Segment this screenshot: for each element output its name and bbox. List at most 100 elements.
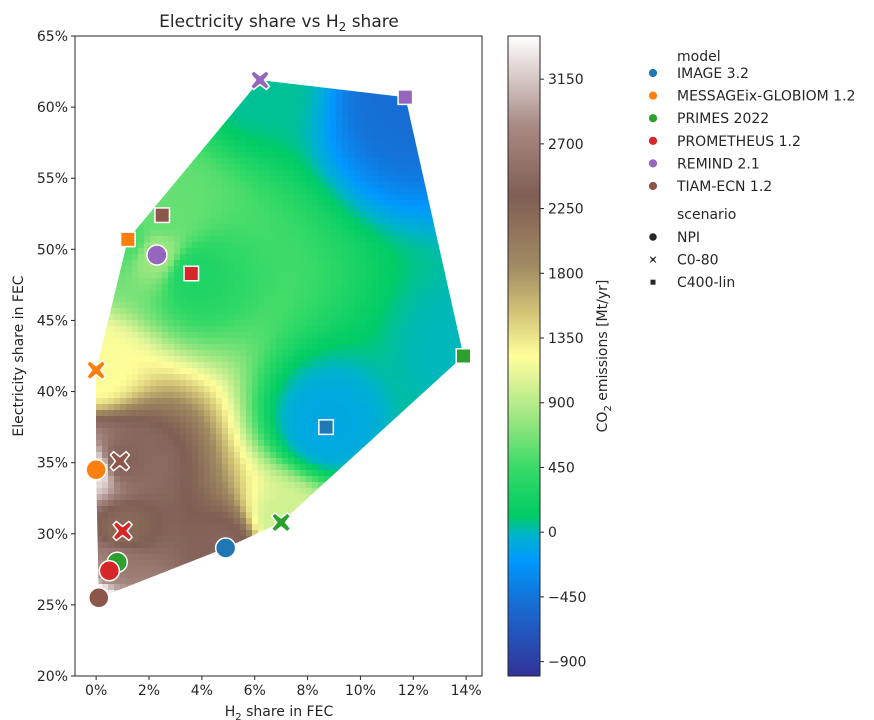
co2-surface-cell [432,176,439,183]
co2-surface-cell [246,386,253,393]
co2-surface-cell [432,122,439,129]
co2-surface-cell [222,374,229,381]
co2-surface-cell [342,338,349,345]
co2-surface-cell [414,362,421,369]
co2-surface-cell [132,362,139,369]
co2-surface-cell [258,386,265,393]
co2-surface-cell [402,518,409,525]
co2-surface-cell [378,104,385,111]
co2-surface-cell [324,392,331,399]
co2-surface-cell [360,86,367,93]
co2-surface-cell [396,446,403,453]
co2-surface-cell [138,98,145,105]
co2-surface-cell [408,434,415,441]
co2-surface-cell [288,266,295,273]
co2-surface-cell [228,224,235,231]
co2-surface-cell [450,458,457,465]
co2-surface-cell [396,536,403,543]
co2-surface-cell [366,332,373,339]
co2-surface-cell [312,212,319,219]
co2-surface-cell [420,176,427,183]
co2-surface-cell [96,410,103,417]
co2-surface-cell [318,242,325,249]
co2-surface-cell [366,404,373,411]
co2-surface-cell [402,164,409,171]
co2-surface-cell [288,134,295,141]
co2-surface-cell [330,236,337,243]
co2-surface-cell [444,236,451,243]
co2-surface-cell [240,242,247,249]
co2-surface-cell [216,302,223,309]
co2-surface-cell [456,224,463,231]
co2-surface-cell [150,284,157,291]
co2-surface-cell [462,302,464,309]
co2-surface-cell [228,446,235,453]
co2-surface-cell [120,506,127,513]
co2-surface-cell [156,362,163,369]
co2-surface-cell [156,140,163,147]
co2-surface-cell [198,404,205,411]
co2-surface-cell [378,530,385,537]
co2-surface-cell [390,80,397,81]
co2-surface-cell [186,512,193,519]
co2-surface-cell [216,272,223,279]
co2-surface-cell [324,536,331,543]
co2-surface-cell [258,242,265,249]
co2-surface-cell [162,458,169,465]
co2-surface-cell [222,440,229,447]
co2-surface-cell [408,242,415,249]
co2-surface-cell [468,164,475,171]
co2-surface-cell [438,230,445,237]
co2-surface-cell [462,452,464,459]
co2-surface-cell [120,434,127,441]
co2-surface-cell [444,434,451,441]
co2-surface-cell [306,92,313,99]
co2-surface-cell [450,536,457,543]
co2-surface-cell [132,98,139,105]
co2-surface-cell [198,296,205,303]
co2-surface-cell [378,272,385,279]
co2-surface-cell [348,338,355,345]
co2-surface-cell [186,302,193,309]
co2-surface-cell [192,158,199,165]
co2-surface-cell [432,452,439,459]
co2-surface-cell [288,500,295,507]
co2-surface-cell [318,164,325,171]
co2-surface-cell [324,506,331,513]
co2-surface-cell [366,308,373,315]
co2-surface-cell [330,374,337,381]
co2-surface-cell [294,308,301,315]
co2-surface-cell [354,326,361,333]
co2-surface-cell [138,332,145,339]
co2-surface-cell [372,512,379,519]
co2-surface-cell [438,146,445,153]
co2-surface-cell [126,182,133,189]
co2-surface-cell [408,140,415,147]
co2-surface-cell [354,80,361,87]
co2-surface-cell [354,272,361,279]
co2-surface-cell [312,446,319,453]
co2-surface-cell [126,92,133,99]
co2-surface-cell [102,344,109,351]
co2-surface-cell [288,326,295,333]
co2-surface-cell [240,314,247,321]
co2-surface-cell [426,368,433,375]
co2-surface-cell [96,488,97,495]
co2-surface-cell [426,398,433,405]
co2-surface-cell [402,254,409,261]
co2-surface-cell [420,206,427,213]
co2-surface-cell [300,140,307,147]
co2-surface-cell [456,164,463,171]
co2-surface-cell [234,350,241,357]
co2-surface-cell [348,536,355,543]
co2-surface-cell [108,296,115,303]
co2-surface-cell [396,422,403,429]
co2-surface-cell [234,230,241,237]
co2-surface-cell [318,284,325,291]
co2-surface-cell [186,386,193,393]
co2-surface-cell [192,296,199,303]
co2-surface-cell [390,302,397,309]
co2-surface-cell [372,206,379,213]
co2-surface-cell [348,248,355,255]
co2-surface-cell [372,320,379,327]
